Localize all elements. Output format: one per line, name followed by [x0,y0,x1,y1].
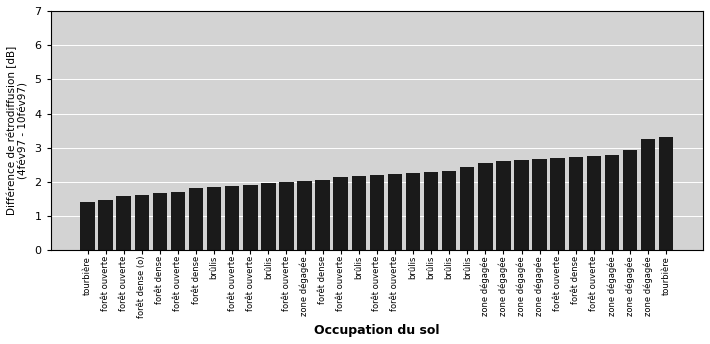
Bar [641,139,655,250]
Bar [225,186,239,250]
Bar [99,200,113,250]
Bar [460,166,474,250]
Bar [243,185,258,250]
Bar [605,155,619,250]
Bar [496,161,510,250]
Bar [550,158,565,250]
Bar [586,157,601,250]
Bar [116,196,131,250]
Bar [569,158,583,250]
Bar [297,181,312,250]
Bar [207,187,222,250]
Bar [424,172,438,250]
Bar [442,171,457,250]
Bar [135,195,149,250]
Bar [315,180,330,250]
Bar [351,176,366,250]
Bar [170,192,185,250]
Y-axis label: Différence de rétrodiffusion [dB]
(4fév97 - 10fév97): Différence de rétrodiffusion [dB] (4fév9… [7,46,29,215]
Bar [189,188,203,250]
Bar [153,193,167,250]
Bar [261,183,275,250]
Bar [623,150,638,250]
Bar [334,177,348,250]
Bar [478,163,493,250]
X-axis label: Occupation du sol: Occupation du sol [314,324,439,337]
Bar [406,173,420,250]
Bar [514,160,529,250]
Bar [659,137,673,250]
Bar [532,159,547,250]
Bar [370,175,384,250]
Bar [80,202,94,250]
Bar [279,182,294,250]
Bar [388,174,402,250]
